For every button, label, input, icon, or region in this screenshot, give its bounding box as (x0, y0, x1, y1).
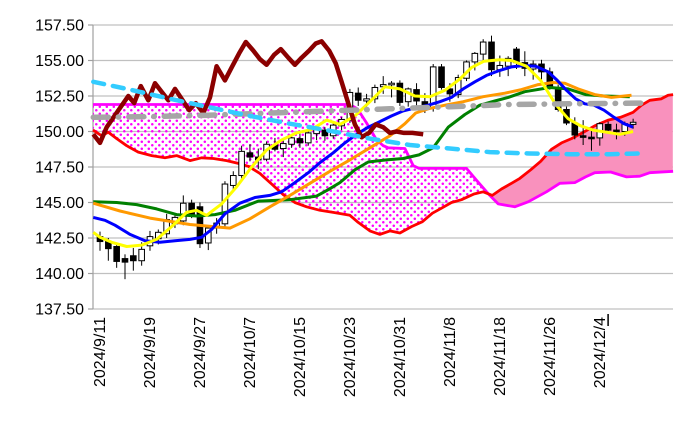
x-axis-label: 2024/10/15 (292, 317, 309, 397)
ichimoku-cloud-fill (93, 94, 673, 235)
yellow-ma-fast-line (92, 58, 634, 248)
candle (279, 138, 287, 158)
candle (396, 80, 404, 106)
y-axis-label: 137.50 (35, 302, 84, 319)
candle (246, 144, 254, 162)
darkred-lagging-span-line (91, 39, 424, 146)
candle (388, 81, 395, 98)
y-axis-label: 145.00 (35, 195, 84, 212)
x-axis-label: 2024/12/4 (592, 317, 609, 388)
candle (238, 145, 245, 182)
cloud-span-b-line (92, 93, 674, 236)
x-axis-label: 2024/9/11 (92, 317, 109, 387)
cloud-region-solid (488, 94, 673, 207)
x-axis-label: 2024/11/18 (492, 317, 509, 396)
x-axis-label: 2024/11/26 (542, 317, 559, 396)
x-axis-labels: 2024/9/11 2024/9/19 2024/9/27 2024/10/7 2024… (92, 317, 609, 397)
cyan-dashed-trend-line (91, 79, 643, 157)
y-axis-label: 155.00 (35, 53, 84, 70)
candle (613, 123, 620, 140)
gray-dashdot-anchor-line (90, 100, 646, 121)
candle (321, 127, 329, 141)
candle (488, 35, 495, 77)
x-axis-label: 2024/10/23 (342, 317, 359, 397)
candle (354, 87, 362, 106)
y-axis-label: 157.50 (35, 18, 84, 35)
candle (579, 120, 587, 145)
candle (113, 243, 120, 268)
y-axis-ticks (88, 24, 93, 310)
yellow-ma-fast (92, 58, 634, 248)
candle (130, 247, 137, 271)
x-axis-label: 2024/10/31 (392, 317, 409, 397)
candlestick-series (96, 35, 637, 280)
darkred-lagging-span (91, 39, 424, 146)
y-axis-labels: 137.50 140.00 142.50 145.00 147.50 150.00 152.… (35, 18, 84, 319)
green-ma-slow (93, 86, 630, 218)
y-axis-label: 140.00 (35, 266, 84, 283)
cloud-region-dotted (93, 104, 489, 235)
candle (121, 254, 129, 280)
candle (288, 135, 295, 148)
candle (588, 128, 595, 151)
candle (438, 64, 445, 90)
x-axis-label: 2024/9/27 (192, 317, 209, 388)
candle (229, 171, 237, 191)
x-axis-label: 2024/9/19 (142, 317, 159, 388)
gray-dashdot-anchor (90, 100, 646, 121)
y-axis-label: 150.00 (35, 124, 84, 141)
x-axis-label: 2024/11/8 (442, 317, 459, 387)
y-axis-label: 152.50 (35, 89, 84, 106)
y-axis-label: 142.50 (35, 231, 84, 248)
y-axis-label: 147.50 (35, 160, 84, 177)
green-ma-slow-line (93, 86, 630, 218)
x-axis-label: 2024/10/7 (242, 317, 259, 388)
candle (296, 133, 304, 148)
blue-ma-mid (92, 64, 634, 244)
candle (479, 39, 487, 61)
cloud-span-b (92, 93, 674, 236)
blue-ma-mid-line (92, 64, 634, 244)
cyan-dashed-trend (91, 79, 643, 157)
